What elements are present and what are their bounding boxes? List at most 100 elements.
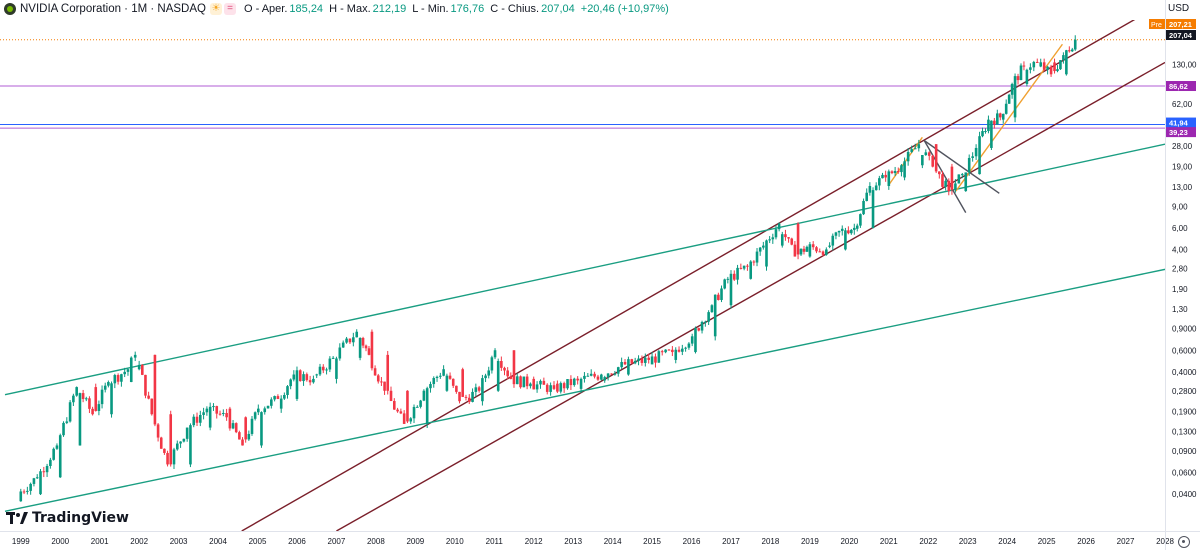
candle-body	[674, 349, 678, 360]
x-tick-label: 2002	[130, 537, 148, 546]
price-tag-bg	[1166, 127, 1196, 138]
trend-line	[4, 143, 1165, 396]
y-tick-label: 6,00	[1172, 224, 1188, 233]
gear-icon[interactable]	[1178, 536, 1190, 548]
candle-body	[1016, 76, 1020, 81]
candle-body	[126, 369, 130, 372]
candle-body	[75, 387, 78, 396]
candle-body	[399, 411, 403, 414]
candle-body	[667, 349, 671, 351]
y-tick-label: 13,00	[1172, 183, 1193, 192]
candle-body	[771, 237, 775, 240]
candle-body	[91, 408, 94, 415]
candle-body	[409, 418, 413, 422]
candle-body	[133, 354, 137, 358]
candle-body	[684, 347, 687, 349]
candle-body	[1065, 50, 1068, 75]
currency-label[interactable]: USD	[1168, 3, 1190, 14]
candle-body	[556, 383, 559, 392]
candle-body	[120, 374, 123, 382]
open-label: O - Aper.	[243, 3, 288, 15]
candle-body	[522, 376, 526, 388]
symbol-title[interactable]: NVIDIA Corporation · 1M · NASDAQ	[20, 3, 206, 15]
candle-body	[273, 396, 276, 400]
candle-body	[373, 368, 377, 376]
candle-body	[640, 358, 644, 363]
candle-body	[1029, 67, 1032, 70]
candle-body	[852, 227, 856, 230]
candle-body	[755, 251, 759, 263]
candle-body	[97, 404, 101, 411]
candle-body	[603, 377, 607, 381]
candle-body	[657, 351, 661, 363]
brand-name: TradingView	[32, 510, 129, 526]
candle-body	[451, 378, 455, 386]
candle-body	[799, 248, 803, 255]
candle-body	[647, 357, 650, 360]
candle-body	[765, 240, 768, 267]
candle-body	[435, 376, 439, 379]
candle-body	[103, 385, 107, 390]
x-tick-label: 2001	[91, 537, 109, 546]
candle-body	[477, 387, 481, 391]
candle-body	[62, 422, 65, 436]
candle-body	[847, 230, 850, 234]
candle-body	[461, 369, 464, 397]
candle-body	[677, 349, 681, 352]
candle-body	[569, 379, 573, 386]
close-value: 207,04	[541, 3, 575, 15]
x-tick-label: 2004	[209, 537, 227, 546]
candle-body	[545, 384, 549, 392]
candle-body	[279, 398, 283, 409]
candle-body	[302, 374, 305, 382]
candle-body	[406, 390, 409, 422]
candle-body	[509, 376, 513, 379]
candle-body	[169, 414, 173, 465]
candle-body	[416, 406, 419, 408]
y-tick-label: 0,0900	[1172, 447, 1197, 456]
chart-legend: NVIDIA Corporation · 1M · NASDAQ ☀ = O -…	[0, 0, 1165, 18]
price-scale-divider[interactable]	[1165, 0, 1166, 550]
x-tick-label: 2026	[1077, 537, 1095, 546]
candle-body	[1039, 62, 1043, 67]
candle-body	[862, 200, 865, 215]
candle-body	[208, 406, 212, 428]
y-tick-label: 9,00	[1172, 202, 1188, 211]
price-tag-value: 207,21	[1169, 20, 1192, 29]
x-tick-label: 2024	[998, 537, 1016, 546]
candle-body	[78, 393, 82, 446]
candle-body	[720, 288, 723, 300]
candle-body	[671, 349, 674, 353]
market-hours-icon[interactable]: ☀	[209, 3, 222, 15]
candle-body	[796, 223, 800, 255]
y-tick-label: 1,90	[1172, 285, 1188, 294]
adjustment-icon[interactable]: =	[223, 3, 236, 15]
price-tag-value: 39,23	[1169, 128, 1188, 137]
candle-body	[490, 357, 494, 371]
x-tick-label: 2022	[919, 537, 937, 546]
tradingview-brand[interactable]: TradingView	[6, 510, 129, 526]
candle-body	[192, 416, 196, 426]
candle-body	[837, 230, 841, 233]
candle-body	[429, 384, 432, 389]
candle-body	[690, 336, 694, 344]
candle-body	[927, 152, 931, 156]
x-tick-label: 2025	[1038, 537, 1056, 546]
y-tick-label: 4,00	[1172, 245, 1188, 254]
candle-body	[583, 375, 586, 379]
price-tag-bg	[1166, 117, 1196, 128]
candle-body	[380, 381, 383, 383]
candle-body	[1059, 60, 1062, 70]
candle-body	[996, 113, 999, 125]
candle-body	[950, 166, 954, 190]
trend-line	[4, 268, 1165, 512]
candle-body	[179, 441, 182, 444]
candle-body	[600, 374, 603, 380]
candle-body	[481, 378, 484, 402]
candle-body	[713, 294, 717, 337]
candle-body	[215, 406, 219, 414]
candle-body	[260, 412, 263, 446]
change-value: +20,46 (+10,97%)	[580, 3, 669, 15]
x-tick-label: 2018	[762, 537, 780, 546]
